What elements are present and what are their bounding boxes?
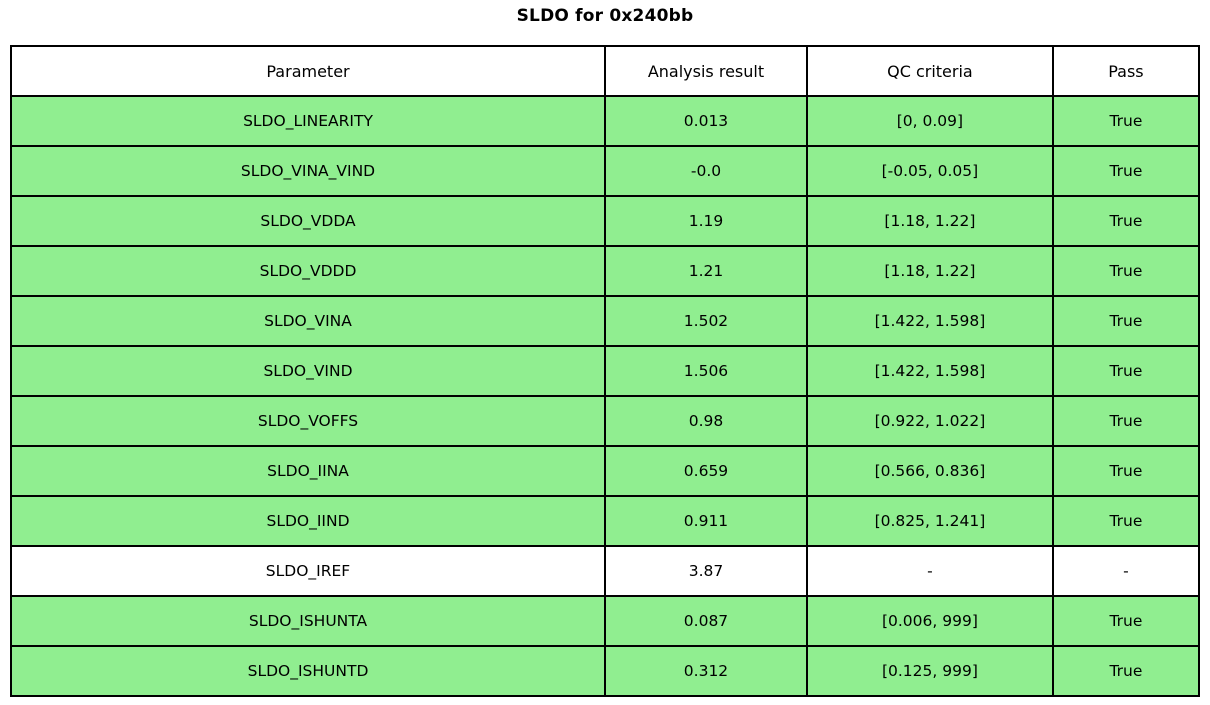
cell-criteria: [-0.05, 0.05]: [805, 145, 1054, 197]
cell-criteria: [0.006, 999]: [805, 595, 1054, 647]
cell-result: 0.312: [604, 645, 808, 697]
cell-parameter: SLDO_ISHUNTA: [9, 595, 607, 647]
cell-pass: True: [1051, 445, 1201, 497]
table-row: SLDO_VINA_VIND -0.0 [-0.05, 0.05] True: [9, 145, 1201, 197]
cell-pass: True: [1051, 345, 1201, 397]
cell-pass: True: [1051, 195, 1201, 247]
cell-result: 1.502: [604, 295, 808, 347]
header-row: Parameter Analysis result QC criteria Pa…: [9, 45, 1201, 97]
cell-criteria: [0.922, 1.022]: [805, 395, 1054, 447]
header-pass: Pass: [1051, 45, 1201, 97]
cell-parameter: SLDO_IINA: [9, 445, 607, 497]
cell-parameter: SLDO_ISHUNTD: [9, 645, 607, 697]
cell-parameter: SLDO_VDDD: [9, 245, 607, 297]
table-row: SLDO_VOFFS 0.98 [0.922, 1.022] True: [9, 395, 1201, 447]
cell-pass: True: [1051, 495, 1201, 547]
header-qc-criteria: QC criteria: [805, 45, 1054, 97]
table-row: SLDO_IIND 0.911 [0.825, 1.241] True: [9, 495, 1201, 547]
qc-results-table: Parameter Analysis result QC criteria Pa…: [9, 45, 1201, 697]
cell-pass: True: [1051, 145, 1201, 197]
cell-parameter: SLDO_VIND: [9, 345, 607, 397]
cell-result: 0.98: [604, 395, 808, 447]
cell-pass: True: [1051, 395, 1201, 447]
header-parameter: Parameter: [9, 45, 607, 97]
table-row: SLDO_VDDD 1.21 [1.18, 1.22] True: [9, 245, 1201, 297]
figure-title: SLDO for 0x240bb: [516, 6, 694, 26]
cell-parameter: SLDO_VOFFS: [9, 395, 607, 447]
table-row: SLDO_LINEARITY 0.013 [0, 0.09] True: [9, 95, 1201, 147]
cell-parameter: SLDO_VDDA: [9, 195, 607, 247]
cell-pass: True: [1051, 295, 1201, 347]
cell-pass: True: [1051, 245, 1201, 297]
table-row: SLDO_ISHUNTD 0.312 [0.125, 999] True: [9, 645, 1201, 697]
cell-pass: True: [1051, 595, 1201, 647]
cell-criteria: -: [805, 545, 1054, 597]
cell-result: 0.013: [604, 95, 808, 147]
cell-parameter: SLDO_IREF: [9, 545, 607, 597]
table-row: SLDO_VDDA 1.19 [1.18, 1.22] True: [9, 195, 1201, 247]
cell-criteria: [0, 0.09]: [805, 95, 1054, 147]
cell-result: 0.659: [604, 445, 808, 497]
cell-parameter: SLDO_IIND: [9, 495, 607, 547]
cell-result: -0.0: [604, 145, 808, 197]
cell-criteria: [0.566, 0.836]: [805, 445, 1054, 497]
cell-criteria: [0.125, 999]: [805, 645, 1054, 697]
cell-criteria: [1.422, 1.598]: [805, 345, 1054, 397]
cell-parameter: SLDO_VINA_VIND: [9, 145, 607, 197]
table-row: SLDO_IREF 3.87- -: [9, 545, 1201, 597]
cell-pass: -: [1051, 545, 1201, 597]
cell-result: 3.87: [604, 545, 808, 597]
cell-pass: True: [1051, 645, 1201, 697]
cell-result: 1.19: [604, 195, 808, 247]
cell-result: 0.911: [604, 495, 808, 547]
cell-criteria: [1.18, 1.22]: [805, 195, 1054, 247]
table-row: SLDO_IINA 0.659 [0.566, 0.836] True: [9, 445, 1201, 497]
table-header: Parameter Analysis result QC criteria Pa…: [9, 45, 1201, 97]
table-row: SLDO_VINA 1.502 [1.422, 1.598] True: [9, 295, 1201, 347]
cell-parameter: SLDO_VINA: [9, 295, 607, 347]
table-body: SLDO_LINEARITY 0.013 [0, 0.09] True SLDO_VIN…: [9, 95, 1201, 697]
header-analysis-result: Analysis result: [604, 45, 808, 97]
cell-result: 1.21: [604, 245, 808, 297]
cell-criteria: [1.18, 1.22]: [805, 245, 1054, 297]
cell-result: 0.087: [604, 595, 808, 647]
cell-criteria: [0.825, 1.241]: [805, 495, 1054, 547]
cell-pass: True: [1051, 95, 1201, 147]
cell-result: 1.506: [604, 345, 808, 397]
cell-parameter: SLDO_LINEARITY: [9, 95, 607, 147]
cell-criteria: [1.422, 1.598]: [805, 295, 1054, 347]
table-row: SLDO_VIND 1.506 [1.422, 1.598] True: [9, 345, 1201, 397]
table-row: SLDO_ISHUNTA 0.087 [0.006, 999] True: [9, 595, 1201, 647]
